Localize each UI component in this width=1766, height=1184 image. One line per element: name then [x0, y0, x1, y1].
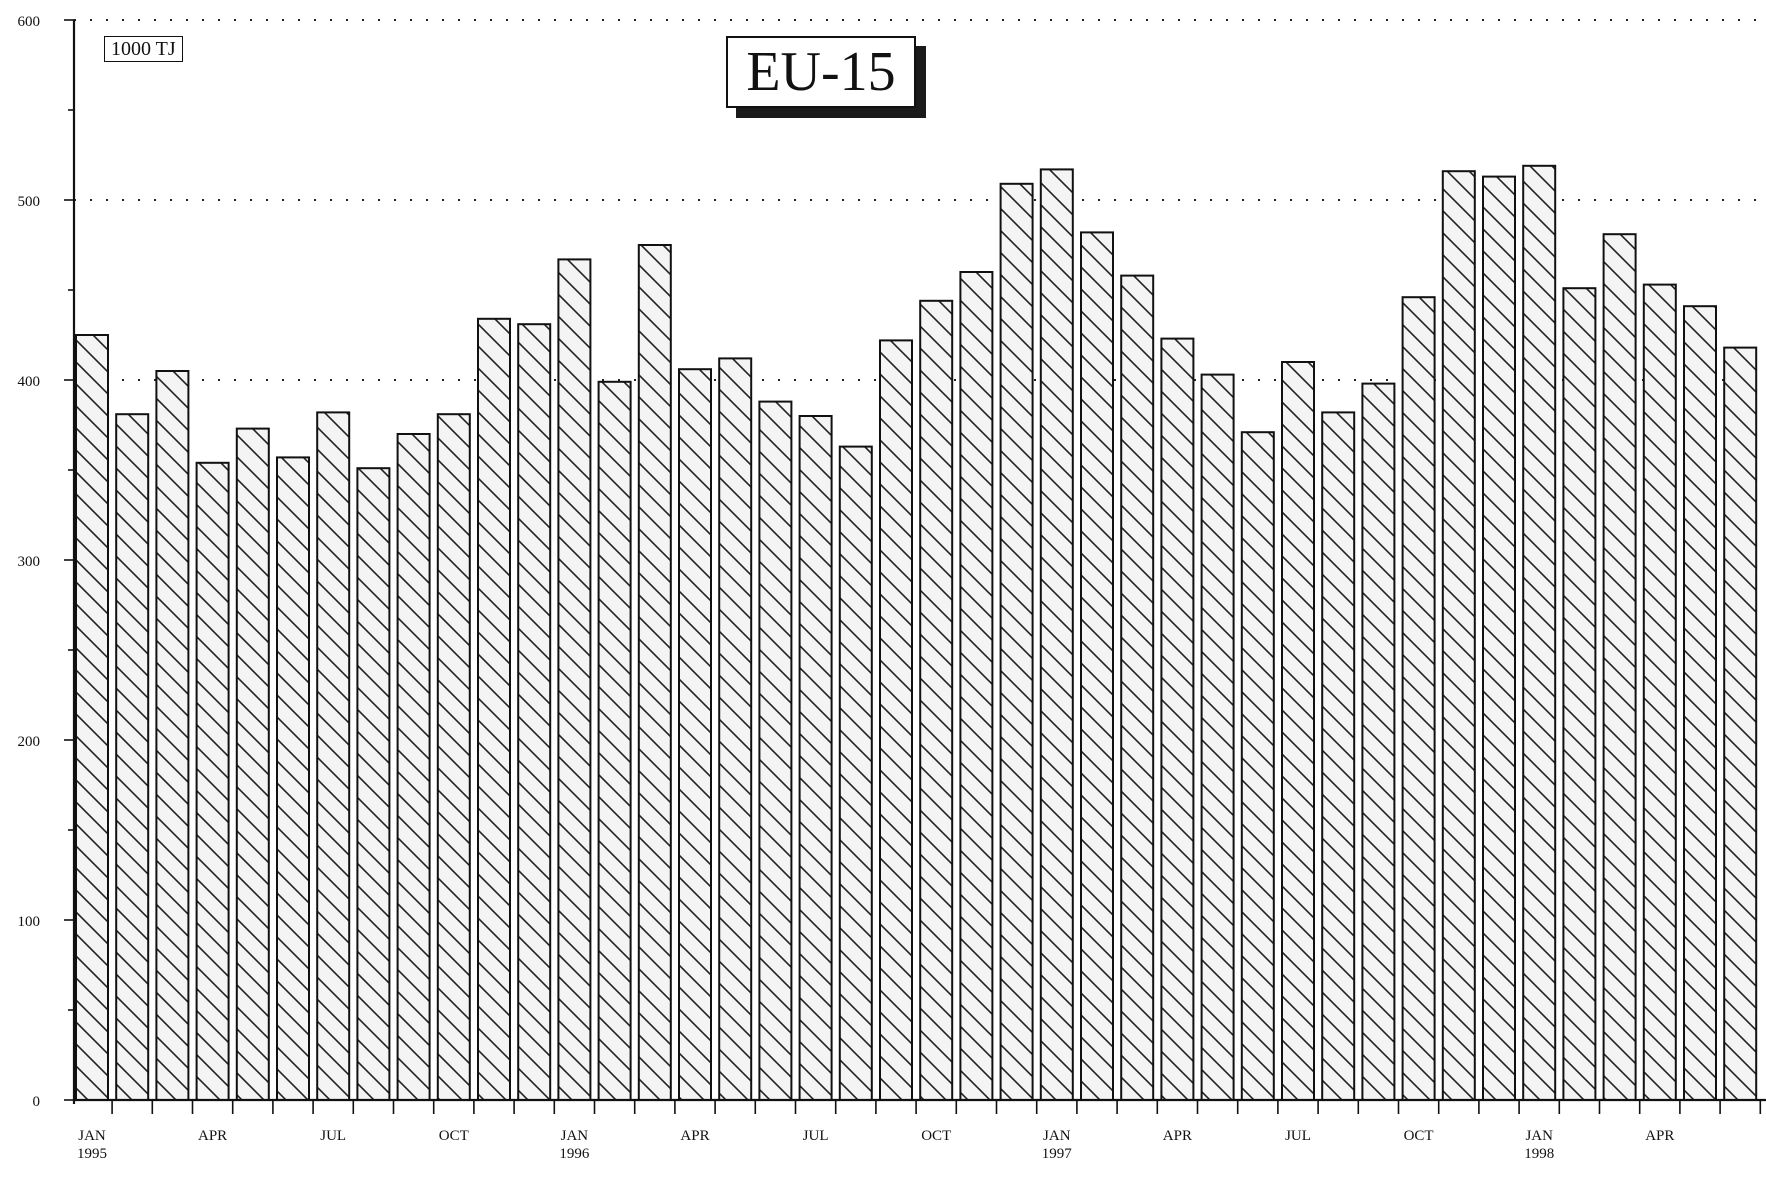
x-tick-label-month: APR	[198, 1128, 227, 1144]
bar-jun-1995	[276, 456, 310, 1101]
x-tick-label-month: JUL	[320, 1128, 346, 1144]
x-tick-label-month: APR	[680, 1128, 709, 1144]
bar-jul-1995	[316, 411, 351, 1101]
bar-jun-1997	[1240, 431, 1275, 1101]
x-tick-label-month: JAN	[561, 1128, 589, 1144]
bar-jan-1998	[1522, 164, 1557, 1102]
chart-title-box: EU-15	[726, 36, 926, 118]
bar-dec-1995	[517, 323, 552, 1101]
x-tick-label-year: 1998	[1524, 1146, 1554, 1162]
y-tick-label-200: 200	[18, 734, 41, 750]
bar-nov-1996	[959, 271, 994, 1101]
bar-jan-1997	[1039, 168, 1074, 1101]
bar-nov-1997	[1441, 170, 1476, 1101]
y-tick-label-500: 500	[18, 194, 41, 210]
bar-may-1996	[718, 357, 753, 1101]
bar-mar-1995	[155, 370, 190, 1101]
x-tick-label-month: JAN	[1525, 1128, 1553, 1144]
bar-may-1995	[235, 427, 270, 1102]
bar-aug-1996	[838, 445, 873, 1102]
x-tick-label-month: APR	[1163, 1128, 1192, 1144]
bar-mar-1998	[1602, 233, 1637, 1101]
bar-feb-1996	[597, 380, 632, 1101]
bar-oct-1997	[1401, 296, 1436, 1101]
bar-feb-1995	[115, 413, 150, 1101]
bar-apr-1996	[678, 368, 712, 1101]
bar-mar-1996	[637, 244, 672, 1101]
bar-may-1998	[1683, 305, 1717, 1101]
bar-mar-1997	[1120, 274, 1155, 1102]
x-tick-label-month: APR	[1645, 1128, 1674, 1144]
bar-may-1997	[1200, 373, 1235, 1102]
bar-feb-1997	[1080, 231, 1114, 1101]
bar-dec-1996	[999, 182, 1034, 1102]
x-tick-label-month: OCT	[439, 1128, 469, 1144]
x-tick-label-month: JAN	[1043, 1128, 1071, 1144]
bar-dec-1997	[1482, 175, 1516, 1102]
x-tick-label-month: JAN	[78, 1128, 106, 1144]
bar-sep-1996	[879, 339, 913, 1101]
x-tick-label-month: OCT	[1404, 1128, 1434, 1144]
y-tick-label-0: 0	[33, 1094, 41, 1110]
x-tick-label-year: 1996	[559, 1146, 590, 1162]
bar-sep-1995	[396, 433, 431, 1101]
bar-jun-1996	[758, 400, 793, 1102]
x-tick-label-month: OCT	[921, 1128, 951, 1144]
axes	[64, 19, 1766, 1114]
bar-apr-1997	[1160, 337, 1195, 1102]
x-tick-label-month: JUL	[803, 1128, 829, 1144]
y-tick-label-400: 400	[18, 374, 41, 390]
bars	[75, 164, 1758, 1102]
bar-oct-1996	[919, 299, 954, 1101]
bar-apr-1995	[195, 461, 230, 1101]
bar-jan-1996	[557, 258, 592, 1101]
unit-label: 1000 TJ	[104, 36, 183, 62]
bar-jan-1995	[75, 334, 109, 1101]
bar-jul-1996	[798, 415, 833, 1101]
bar-aug-1997	[1321, 411, 1356, 1101]
tick-labels: 0 100 200 300 400 500 600 JAN 1995 APR JUL OCT JAN 19…	[18, 14, 1675, 1162]
bar-aug-1995	[356, 467, 391, 1101]
bar-oct-1995	[436, 413, 471, 1101]
x-tick-label-month: JUL	[1285, 1128, 1311, 1144]
bar-feb-1998	[1562, 287, 1597, 1101]
bar-sep-1997	[1361, 382, 1396, 1102]
y-tick-label-600: 600	[18, 14, 41, 30]
x-tick-label-year: 1995	[77, 1146, 107, 1162]
chart-title: EU-15	[726, 36, 916, 108]
bar-jun-1998	[1723, 346, 1758, 1102]
x-tick-label-year: 1997	[1042, 1146, 1073, 1162]
bar-jul-1997	[1281, 361, 1315, 1101]
y-tick-label-100: 100	[18, 914, 41, 930]
bar-nov-1995	[477, 317, 511, 1101]
y-tick-label-300: 300	[18, 554, 41, 570]
bar-apr-1998	[1642, 283, 1677, 1102]
